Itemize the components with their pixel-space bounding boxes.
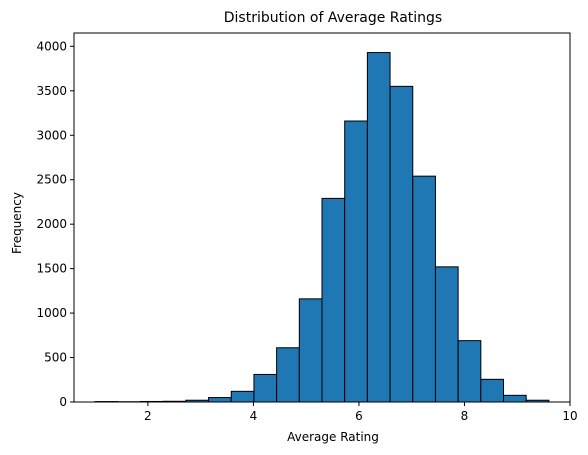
histogram-bar bbox=[276, 347, 300, 403]
x-tick-label: 2 bbox=[144, 409, 152, 423]
y-tick-label: 500 bbox=[44, 351, 67, 365]
histogram-bar bbox=[480, 378, 505, 403]
x-axis-label: Average Rating bbox=[287, 430, 379, 444]
histogram-bar bbox=[503, 394, 527, 403]
plot-frame bbox=[73, 32, 571, 403]
histogram-bar bbox=[208, 397, 232, 403]
x-axis: 2 4 6 8 10 bbox=[144, 402, 578, 423]
y-axis: 0 500 1000 1500 2000 2500 3000 3500 4000 bbox=[36, 39, 74, 409]
y-tick-label: 3500 bbox=[36, 84, 67, 98]
histogram-bar bbox=[434, 266, 459, 403]
y-tick-label: 2000 bbox=[36, 217, 67, 231]
histogram-bar bbox=[412, 175, 436, 403]
y-axis-label: Frequency bbox=[10, 192, 24, 254]
y-tick-label: 0 bbox=[59, 395, 67, 409]
y-tick-label: 2500 bbox=[36, 173, 67, 187]
histogram-bar bbox=[389, 85, 414, 403]
histogram-bar bbox=[344, 120, 368, 403]
y-tick-label: 3000 bbox=[36, 128, 67, 142]
histogram-bar bbox=[457, 340, 482, 403]
x-tick-label: 6 bbox=[355, 409, 363, 423]
y-tick-label: 4000 bbox=[36, 39, 67, 53]
histogram-bar bbox=[321, 197, 346, 403]
chart-title: Distribution of Average Ratings bbox=[224, 10, 442, 26]
y-tick-label: 1500 bbox=[36, 262, 67, 276]
y-tick-label: 1000 bbox=[36, 306, 67, 320]
x-tick-label: 10 bbox=[562, 409, 577, 423]
histogram-bar bbox=[298, 298, 323, 403]
histogram-bar bbox=[230, 390, 255, 403]
histogram-bar bbox=[366, 52, 391, 403]
bars-group bbox=[94, 52, 550, 403]
x-tick-label: 4 bbox=[250, 409, 258, 423]
histogram-bar bbox=[253, 373, 278, 403]
x-tick-label: 8 bbox=[461, 409, 469, 423]
